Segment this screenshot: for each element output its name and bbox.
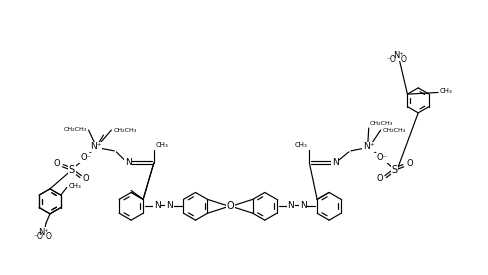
Text: CH₂CH₃: CH₂CH₃ — [113, 128, 137, 133]
Text: N: N — [300, 201, 306, 210]
Text: S: S — [391, 165, 398, 175]
Text: N: N — [125, 158, 132, 167]
Text: O: O — [82, 174, 89, 183]
Text: O⁻: O⁻ — [376, 153, 387, 162]
Text: ⁻O: ⁻O — [33, 232, 43, 241]
Text: S: S — [69, 165, 75, 175]
Text: N: N — [154, 201, 161, 210]
Text: CH₂CH₃: CH₂CH₃ — [63, 126, 86, 131]
Text: CH₃: CH₃ — [295, 142, 307, 148]
Text: ⁻O: ⁻O — [386, 55, 396, 64]
Text: CH₂CH₃: CH₂CH₃ — [370, 121, 393, 126]
Text: N: N — [332, 158, 339, 167]
Text: O: O — [377, 174, 384, 183]
Text: O: O — [53, 159, 60, 168]
Text: O: O — [226, 201, 234, 211]
Text: O⁻: O⁻ — [80, 153, 91, 162]
Text: O: O — [407, 159, 413, 168]
Text: ethyl: ethyl — [105, 133, 109, 134]
Text: O: O — [401, 55, 407, 64]
Text: N: N — [166, 201, 173, 210]
Text: CH₃: CH₃ — [69, 183, 81, 189]
Text: O: O — [46, 232, 52, 241]
Text: N⁺: N⁺ — [393, 51, 404, 60]
Text: CH₂CH₃: CH₂CH₃ — [383, 128, 406, 133]
Text: CH₃: CH₃ — [156, 142, 169, 148]
Text: N⁺: N⁺ — [90, 142, 102, 152]
Text: N⁺: N⁺ — [39, 227, 49, 236]
Text: N: N — [287, 201, 294, 210]
Text: CH₃: CH₃ — [440, 89, 453, 95]
Text: N⁺: N⁺ — [363, 142, 374, 152]
